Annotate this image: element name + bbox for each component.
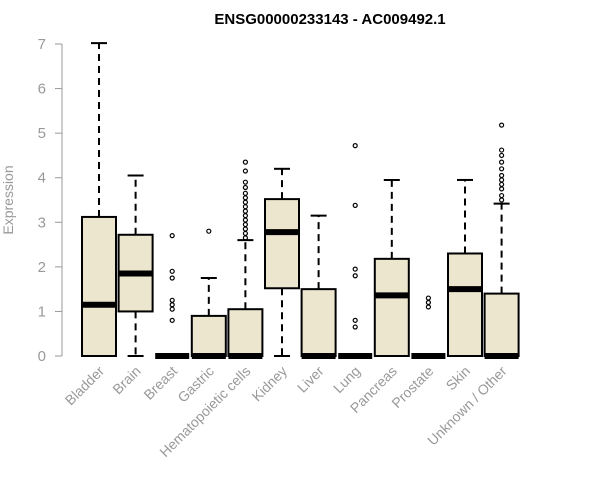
box-5: [227, 159, 264, 359]
y-axis-label: Expression: [0, 165, 16, 234]
box-body: [447, 252, 483, 357]
box-body: [81, 215, 117, 357]
box-body: [300, 288, 337, 357]
y-tick-label: 5: [38, 125, 46, 142]
chart-title: ENSG00000233143 - AC009492.1: [214, 11, 445, 28]
outlier-point: [499, 181, 505, 188]
y-tick-label: 1: [38, 303, 46, 320]
box-3: [155, 233, 190, 359]
box-12: [483, 122, 520, 359]
outlier-point: [499, 166, 505, 172]
box-6: [264, 167, 300, 357]
box-body: [190, 314, 227, 357]
outlier-point: [499, 147, 505, 153]
box-group: [81, 42, 520, 359]
outlier-point: [242, 208, 248, 214]
box-9: [373, 178, 410, 357]
x-tick-label: Bladder: [62, 363, 108, 409]
outlier-point: [352, 324, 358, 330]
outlier-point: [169, 268, 175, 274]
outlier-point: [242, 217, 248, 223]
outlier-point: [169, 275, 175, 281]
y-tick-label: 6: [38, 81, 46, 98]
outlier-point: [499, 122, 505, 128]
box-11: [447, 178, 483, 357]
outlier-point: [352, 202, 358, 208]
x-tick-label: Breast: [140, 363, 180, 403]
box-8: [338, 143, 373, 359]
box-body: [264, 198, 300, 290]
y-tick-label: 4: [38, 170, 46, 187]
y-tick-label: 0: [38, 348, 46, 365]
outlier-point: [242, 159, 248, 165]
outlier-point: [352, 143, 358, 149]
y-tick-label: 2: [38, 259, 46, 276]
box-body: [373, 257, 410, 357]
outlier-point: [499, 177, 505, 183]
outlier-point: [242, 179, 248, 185]
outlier-point: [499, 172, 505, 179]
x-tick-label: Lung: [330, 363, 363, 396]
outlier-point: [242, 213, 248, 219]
outlier-point: [169, 317, 175, 323]
x-tick-label: Brain: [109, 363, 143, 397]
outlier-point: [242, 199, 248, 205]
box-1: [81, 42, 117, 357]
y-tick-label: 7: [38, 36, 46, 53]
outlier-point: [425, 295, 431, 301]
box-2: [117, 174, 154, 357]
y-axis: 0 1 2 3 4 5 6 7: [38, 36, 63, 365]
x-tick-label: Skin: [443, 363, 474, 394]
outlier-point: [242, 190, 248, 196]
outlier-point: [206, 228, 212, 234]
outlier-point: [499, 152, 505, 159]
box-7: [300, 214, 337, 359]
outlier-point: [425, 304, 431, 310]
outlier-point: [499, 192, 505, 199]
outlier-point: [499, 186, 505, 192]
box-10: [411, 295, 446, 359]
outlier-point: [169, 233, 175, 239]
outlier-point: [352, 317, 358, 323]
box-4: [190, 228, 227, 359]
outlier-point: [242, 221, 248, 228]
x-tick-label: Liver: [294, 363, 327, 396]
outlier-point: [169, 302, 175, 308]
outlier-point: [499, 159, 505, 165]
outlier-point: [242, 226, 248, 232]
outlier-point: [352, 273, 358, 279]
outlier-point: [242, 168, 248, 174]
box-body: [483, 292, 520, 357]
outlier-point: [499, 197, 505, 203]
outlier-point: [169, 306, 175, 312]
box-body: [227, 308, 264, 358]
outlier-point: [425, 299, 431, 306]
outlier-point: [352, 266, 358, 272]
outlier-point: [169, 297, 175, 303]
outlier-point: [242, 230, 248, 237]
x-tick-label: Kidney: [249, 363, 291, 405]
outlier-point: [242, 204, 248, 210]
outlier-point: [242, 184, 248, 191]
outlier-point: [242, 195, 248, 201]
y-tick-label: 3: [38, 214, 46, 231]
